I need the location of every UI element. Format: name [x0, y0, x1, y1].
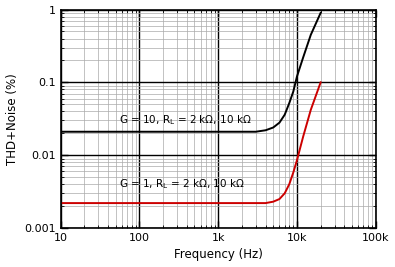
Text: G = 10, R$_\mathrm{L}$ = 2 k$\Omega$, 10 k$\Omega$: G = 10, R$_\mathrm{L}$ = 2 k$\Omega$, 10… [119, 113, 251, 127]
X-axis label: Frequency (Hz): Frequency (Hz) [174, 249, 263, 261]
Text: G = 1, R$_\mathrm{L}$ = 2 k$\Omega$, 10 k$\Omega$: G = 1, R$_\mathrm{L}$ = 2 k$\Omega$, 10 … [119, 177, 245, 191]
Y-axis label: THD+Noise (%): THD+Noise (%) [6, 73, 19, 165]
